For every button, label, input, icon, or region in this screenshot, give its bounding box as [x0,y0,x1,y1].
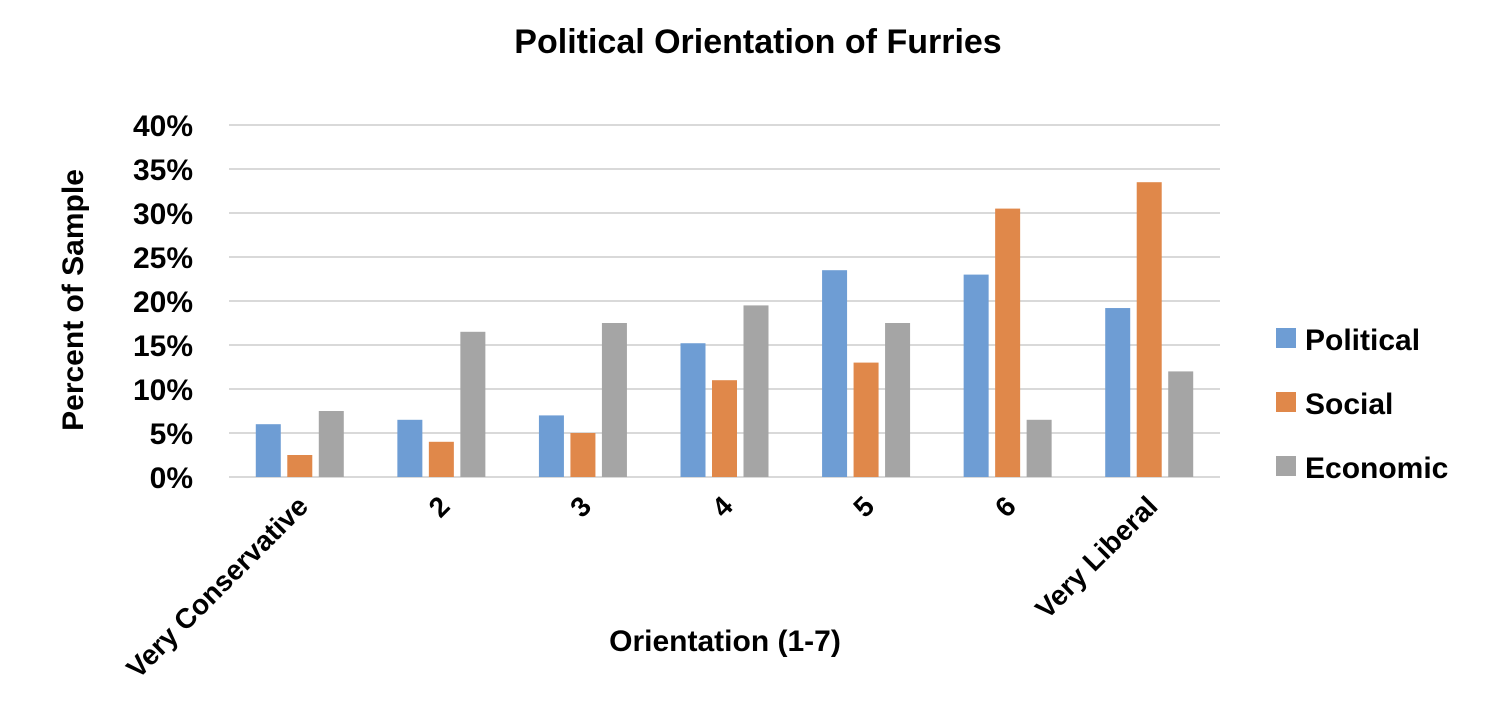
chart-title: Political Orientation of Furries [514,23,1001,61]
x-tick-label: Very Liberal [1029,490,1163,624]
bar-economic-2 [460,331,486,477]
legend-swatch-social [1276,392,1296,412]
bar-economic-4 [743,305,769,477]
y-tick-label: 35% [133,154,193,187]
bar-political-very-liberal [1105,308,1131,477]
y-axis-title: Percent of Sample [57,169,90,431]
bar-political-5 [822,270,848,477]
bar-social-5 [853,362,879,477]
bar-political-very-conservative [255,424,281,477]
bar-social-very-conservative [287,455,313,477]
y-tick-label: 15% [133,330,193,363]
legend-swatch-political [1276,328,1296,348]
y-axis-ticks: 0% 5% 10% 15% 20% 25% 30% 35% 40% [133,110,193,495]
x-tick-label: Very Conservative [120,490,314,684]
bar-social-6 [995,208,1021,477]
legend-label-economic: Economic [1305,452,1448,485]
legend-swatch-economic [1276,456,1296,476]
gridlines [229,124,1220,478]
y-tick-label: 20% [133,286,193,319]
x-tick-label: 2 [423,490,456,523]
y-tick-label: 10% [133,374,193,407]
bars [255,182,1194,477]
bar-economic-very-liberal [1168,371,1194,477]
x-tick-label: 5 [847,490,880,523]
bar-political-4 [680,343,706,477]
legend-label-social: Social [1305,388,1393,421]
x-tick-label: 3 [564,490,597,523]
bar-economic-5 [885,323,911,477]
y-tick-label: 5% [150,418,193,451]
x-tick-label: 4 [706,490,739,523]
bar-economic-3 [601,323,627,477]
bar-economic-very-conservative [318,411,344,477]
y-tick-label: 0% [150,462,193,495]
bar-political-2 [397,419,423,477]
x-axis-title: Orientation (1-7) [609,625,841,658]
bar-political-3 [538,415,564,477]
y-tick-label: 40% [133,110,193,143]
bar-political-6 [963,274,989,477]
bar-social-4 [712,380,737,477]
y-tick-label: 30% [133,198,193,231]
bar-social-very-liberal [1136,182,1162,477]
bar-economic-6 [1026,419,1052,477]
x-tick-label: 6 [989,490,1022,523]
bar-social-3 [570,433,596,477]
legend-label-political: Political [1305,324,1420,357]
y-tick-label: 25% [133,242,193,275]
legend: Political Social Economic [1276,324,1448,485]
bar-social-2 [428,441,454,477]
